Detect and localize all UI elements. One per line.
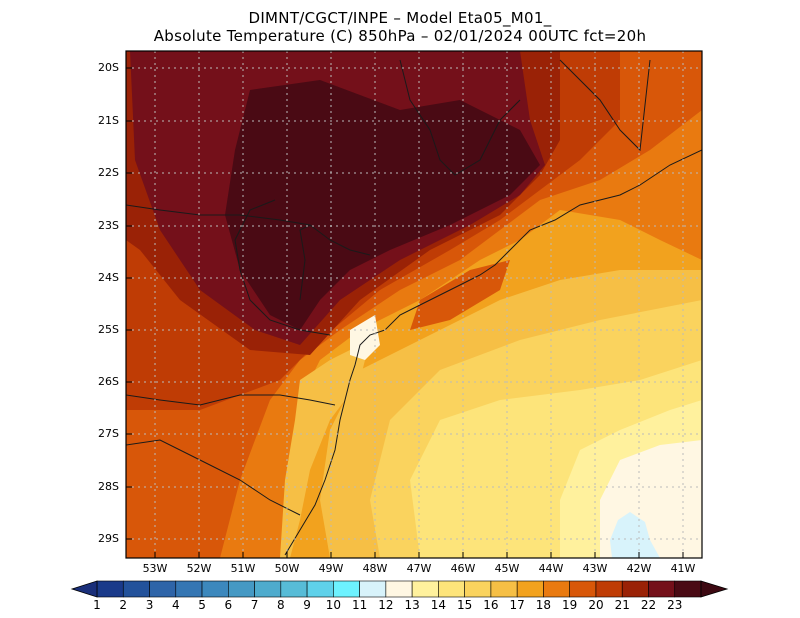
axis-ticks [126, 67, 684, 558]
colorbar-label: 21 [614, 598, 630, 612]
colorbar-label: 10 [325, 598, 341, 612]
colorbar-label: 18 [535, 598, 552, 612]
colorbar-label: 2 [119, 598, 128, 612]
lat-label: 29S [98, 532, 119, 545]
colorbar-label: 19 [562, 598, 578, 612]
colorbar-label: 7 [250, 598, 259, 612]
lon-label: 46W [450, 562, 476, 575]
map-title-line2: Absolute Temperature (C) 850hPa – 02/01/… [153, 27, 647, 45]
colorbar-label: 5 [198, 598, 206, 612]
lat-label: 28S [98, 480, 119, 493]
lat-label: 20S [98, 61, 119, 74]
lon-label: 43W [582, 562, 608, 575]
colorbar-label: 14 [430, 598, 447, 612]
lon-label: 41W [670, 562, 696, 575]
lon-label: 53W [142, 562, 168, 575]
lon-label: 44W [538, 562, 564, 575]
lon-label: 48W [362, 562, 388, 575]
lon-label: 51W [230, 562, 256, 575]
colorbar-label: 15 [457, 598, 473, 612]
lat-label: 26S [98, 375, 119, 388]
colorbar-label: 8 [276, 598, 285, 612]
lon-label: 49W [318, 562, 344, 575]
colorbar-label: 3 [145, 598, 154, 612]
colorbar-label: 22 [640, 598, 657, 612]
lon-label: 50W [274, 562, 300, 575]
colorbar-label: 9 [303, 598, 311, 612]
colorbar-label: 4 [171, 598, 180, 612]
lon-label: 42W [626, 562, 652, 575]
lon-label: 45W [494, 562, 520, 575]
grid-lines [126, 51, 702, 558]
colorbar-label: 1 [93, 598, 101, 612]
lat-label: 25S [98, 323, 119, 336]
colorbar-label: 23 [667, 598, 683, 612]
map-frame [125, 50, 703, 559]
lat-label: 27S [98, 427, 119, 440]
lon-label: 47W [406, 562, 432, 575]
colorbar-label: 16 [483, 598, 499, 612]
lat-label: 23S [98, 219, 119, 232]
colorbar-label: 12 [378, 598, 394, 612]
lat-label: 22S [98, 166, 119, 179]
colorbar-label: 17 [509, 598, 525, 612]
coastline-borders [126, 59, 702, 556]
temperature-field [126, 51, 702, 558]
lat-label: 21S [98, 114, 119, 127]
colorbar-label: 6 [224, 598, 233, 612]
colorbar-label: 20 [588, 598, 604, 612]
lat-label: 24S [98, 271, 119, 284]
lon-label: 52W [186, 562, 212, 575]
colorbar-label: 11 [351, 598, 368, 612]
map-title-line1: DIMNT/CGCT/INPE – Model Eta05_M01_ [248, 9, 552, 27]
colorbar-label: 13 [404, 598, 420, 612]
